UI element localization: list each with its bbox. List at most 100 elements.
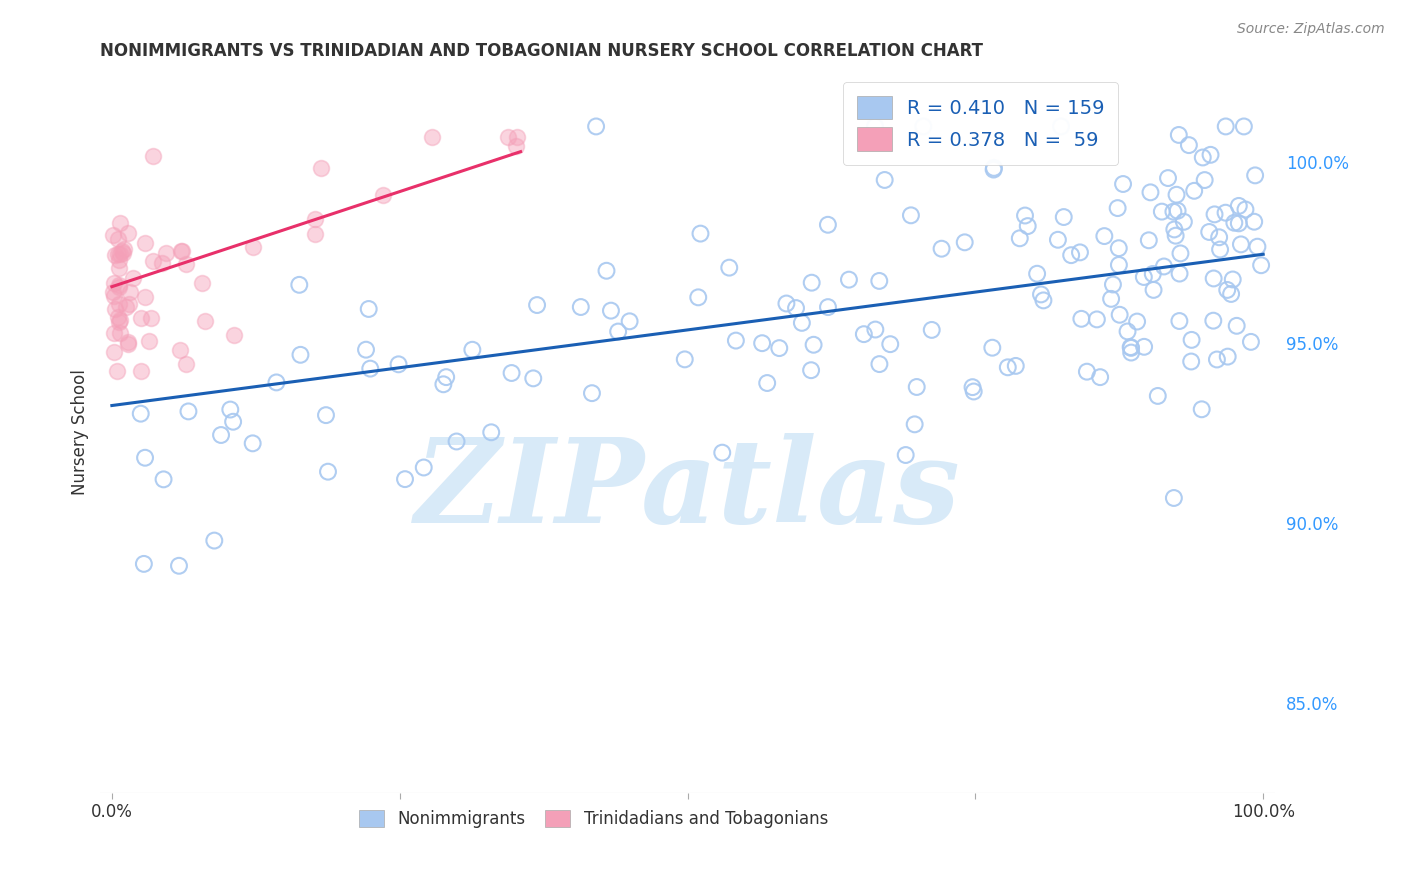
Point <box>1246 240 1268 254</box>
Point <box>1202 271 1225 285</box>
Point <box>1008 231 1031 245</box>
Point <box>1170 246 1192 260</box>
Point <box>1139 186 1161 200</box>
Point <box>1243 215 1265 229</box>
Point <box>1026 267 1049 281</box>
Point <box>894 448 917 462</box>
Point <box>194 314 217 328</box>
Point <box>1215 205 1237 219</box>
Point <box>585 120 607 134</box>
Point <box>1060 248 1083 262</box>
Point <box>1157 171 1180 186</box>
Point <box>1191 151 1213 165</box>
Point <box>461 343 484 357</box>
Point <box>1167 203 1189 218</box>
Point <box>1121 345 1143 359</box>
Point <box>1146 389 1168 403</box>
Point <box>117 335 139 350</box>
Point <box>108 326 131 340</box>
Point <box>394 472 416 486</box>
Point <box>103 289 125 303</box>
Point <box>522 371 544 385</box>
Point <box>904 417 927 432</box>
Point <box>505 138 527 153</box>
Y-axis label: Nursery School: Nursery School <box>72 369 89 495</box>
Text: NONIMMIGRANTS VS TRINIDADIAN AND TOBAGONIAN NURSERY SCHOOL CORRELATION CHART: NONIMMIGRANTS VS TRINIDADIAN AND TOBAGON… <box>100 42 983 60</box>
Point <box>107 297 129 311</box>
Point <box>266 376 288 390</box>
Point <box>108 277 131 292</box>
Point <box>112 242 135 256</box>
Point <box>983 162 1005 177</box>
Legend: Nonimmigrants, Trinidadians and Tobagonians: Nonimmigrants, Trinidadians and Tobagoni… <box>353 803 835 835</box>
Point <box>873 173 896 187</box>
Point <box>103 344 125 359</box>
Point <box>496 130 519 145</box>
Point <box>222 415 245 429</box>
Point <box>132 557 155 571</box>
Point <box>1108 308 1130 322</box>
Point <box>838 273 860 287</box>
Point <box>354 343 377 357</box>
Point <box>921 323 943 337</box>
Point <box>905 380 928 394</box>
Point <box>118 296 141 310</box>
Point <box>817 300 839 314</box>
Point <box>107 246 129 260</box>
Point <box>1233 120 1256 134</box>
Point <box>1102 277 1125 292</box>
Point <box>122 271 145 285</box>
Point <box>174 257 197 271</box>
Point <box>117 226 139 240</box>
Point <box>104 248 127 262</box>
Point <box>1142 267 1164 281</box>
Point <box>868 357 890 371</box>
Point <box>1240 334 1263 349</box>
Point <box>209 428 232 442</box>
Point <box>1014 209 1036 223</box>
Point <box>432 377 454 392</box>
Point <box>120 285 142 300</box>
Point <box>879 337 901 351</box>
Point <box>962 380 984 394</box>
Point <box>309 161 332 176</box>
Point <box>1085 312 1108 326</box>
Point <box>1163 222 1185 236</box>
Point <box>1230 237 1253 252</box>
Point <box>569 300 592 314</box>
Point <box>1107 201 1129 215</box>
Point <box>1180 354 1202 368</box>
Point <box>1244 169 1267 183</box>
Point <box>1150 204 1173 219</box>
Point <box>1199 148 1222 162</box>
Point <box>434 370 457 384</box>
Point <box>689 227 711 241</box>
Point <box>1076 365 1098 379</box>
Point <box>1181 333 1204 347</box>
Point <box>101 227 124 242</box>
Point <box>170 244 193 259</box>
Point <box>359 361 381 376</box>
Point <box>581 386 603 401</box>
Point <box>105 364 128 378</box>
Point <box>1216 283 1239 297</box>
Point <box>155 246 177 260</box>
Point <box>110 216 132 230</box>
Point <box>446 434 468 449</box>
Point <box>304 227 326 241</box>
Point <box>1126 314 1149 328</box>
Point <box>1227 199 1250 213</box>
Point <box>963 384 986 399</box>
Point <box>1092 229 1115 244</box>
Point <box>1204 207 1226 221</box>
Point <box>420 130 443 145</box>
Point <box>142 149 165 163</box>
Point <box>983 161 1005 175</box>
Point <box>1222 272 1244 286</box>
Point <box>139 311 162 326</box>
Point <box>108 252 131 267</box>
Point <box>1226 318 1249 333</box>
Point <box>724 334 747 348</box>
Point <box>1166 187 1188 202</box>
Point <box>688 290 710 304</box>
